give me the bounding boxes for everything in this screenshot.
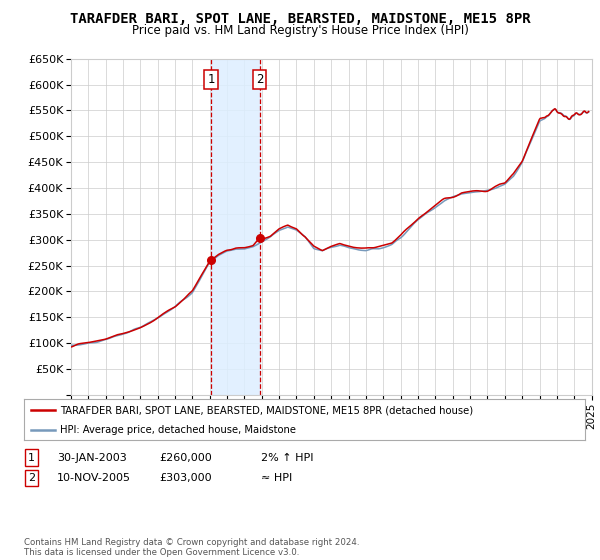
Text: 2% ↑ HPI: 2% ↑ HPI (261, 452, 314, 463)
Text: £260,000: £260,000 (159, 452, 212, 463)
Text: Price paid vs. HM Land Registry's House Price Index (HPI): Price paid vs. HM Land Registry's House … (131, 24, 469, 37)
Text: 10-NOV-2005: 10-NOV-2005 (57, 473, 131, 483)
Text: TARAFDER BARI, SPOT LANE, BEARSTED, MAIDSTONE, ME15 8PR (detached house): TARAFDER BARI, SPOT LANE, BEARSTED, MAID… (61, 405, 473, 415)
Text: £303,000: £303,000 (159, 473, 212, 483)
Text: 30-JAN-2003: 30-JAN-2003 (57, 452, 127, 463)
Text: HPI: Average price, detached house, Maidstone: HPI: Average price, detached house, Maid… (61, 424, 296, 435)
Text: TARAFDER BARI, SPOT LANE, BEARSTED, MAIDSTONE, ME15 8PR: TARAFDER BARI, SPOT LANE, BEARSTED, MAID… (70, 12, 530, 26)
Text: ≈ HPI: ≈ HPI (261, 473, 292, 483)
Text: 2: 2 (256, 73, 263, 86)
Text: 1: 1 (208, 73, 215, 86)
Bar (211, 59, 260, 395)
Text: 2: 2 (28, 473, 35, 483)
Text: 1: 1 (28, 452, 35, 463)
Text: Contains HM Land Registry data © Crown copyright and database right 2024.
This d: Contains HM Land Registry data © Crown c… (24, 538, 359, 557)
